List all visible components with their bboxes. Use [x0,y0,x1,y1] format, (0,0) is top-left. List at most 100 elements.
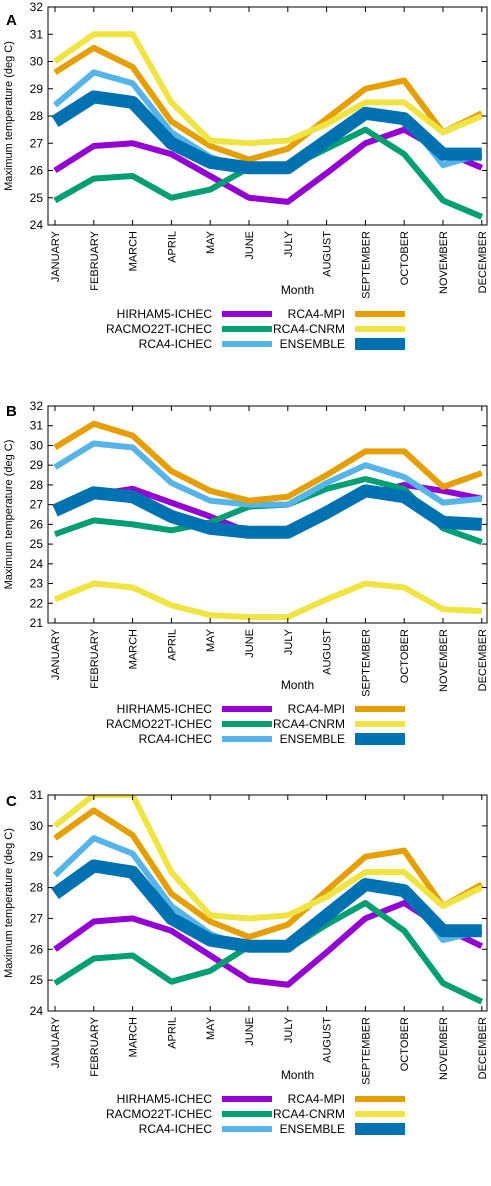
y-axis-label: Maximum temperature (deg C) [3,828,15,978]
x-tick-label: SEPTEMBER [360,231,372,299]
series-line-rca4-mpi [53,44,484,163]
x-axis-label: Month [281,1068,314,1082]
y-tick-label: 27 [30,136,44,150]
x-tick-label: FEBRUARY [89,1016,101,1076]
y-tick-label: 29 [30,850,44,864]
x-tick-label: JUNE [244,1017,256,1046]
y-tick-label: 28 [30,109,44,123]
y-tick-label: 29 [30,82,44,96]
legend-label: RACMO22T-ICHEC [106,717,212,731]
x-tick-label: MARCH [128,1017,140,1057]
x-tick-label: JULY [283,230,295,257]
x-tick-label: JULY [283,1016,295,1043]
y-tick-label: 31 [30,419,44,433]
y-tick-label: 32 [30,399,44,413]
panel-letter: A [6,12,17,29]
y-tick-label: 27 [30,498,44,512]
y-tick-label: 25 [30,537,44,551]
series-line-rca4-mpi [53,420,483,504]
x-tick-label: JUNE [244,629,256,658]
x-axis-label: Month [281,283,314,297]
legend-label: RACMO22T-ICHEC [106,322,212,336]
y-tick-label: 22 [30,596,44,610]
x-tick-label: OCTOBER [399,1017,411,1071]
legend-label: RCA4-ICHEC [139,732,213,746]
x-tick-label: DECEMBER [477,1017,489,1079]
x-tick-label: OCTOBER [399,231,411,285]
legend-label: HIRHAM5-ICHEC [117,1092,213,1106]
series-line-ensemble [52,484,483,539]
x-tick-label: FEBRUARY [89,230,101,290]
y-tick-label: 24 [30,1004,44,1018]
x-tick-label: APRIL [166,629,178,661]
series-line-rca4-cnrm [53,580,482,621]
x-tick-label: APRIL [166,231,178,263]
legend-label: RCA4-ICHEC [139,1122,213,1136]
x-tick-label: NOVEMBER [438,1017,450,1080]
y-tick-label: 25 [30,191,44,205]
plot-frame [47,405,488,624]
x-tick-label: MAY [205,628,217,652]
x-tick-label: DECEMBER [477,629,489,691]
x-tick-label: DECEMBER [477,231,489,293]
plot-frame [47,794,488,1012]
legend-label: RCA4-MPI [288,702,345,716]
y-tick-label: 28 [30,881,44,895]
legend-label: RCA4-ICHEC [139,337,213,351]
legend-label: ENSEMBLE [280,1122,345,1136]
x-tick-label: FEBRUARY [89,628,101,688]
x-tick-label: JANUARY [50,1016,62,1068]
y-tick-label: 23 [30,577,44,591]
chart-panel-b: B 21 22 23 24 25 26 27 28 29 30 31 32 JANUARY FEBRUARY… [3,399,489,746]
legend-label: RCA4-MPI [288,1092,345,1106]
x-tick-label: JULY [283,628,295,655]
legend-label: HIRHAM5-ICHEC [117,702,213,716]
legend-label: RCA4-CNRM [273,717,345,731]
y-tick-label: 24 [30,557,44,571]
y-tick-label: 31 [30,788,44,802]
legend-label: RCA4-CNRM [273,322,345,336]
x-tick-label: MARCH [128,629,140,669]
panel-letter: B [6,403,17,420]
x-tick-label: NOVEMBER [438,231,450,294]
panel-letter: C [6,793,17,810]
series-lines [51,795,484,1005]
x-tick-label: AUGUST [322,629,334,675]
chart-panel-a: A 24 25 26 27 28 29 30 31 32 JANUARY FEBRUARY MARCH A… [3,0,489,351]
x-tick-label: MARCH [128,231,140,271]
x-tick-label: SEPTEMBER [360,1017,372,1085]
legend-label: RCA4-MPI [288,307,345,321]
x-tick-label: MAY [205,230,217,254]
series-line-hirham5-ichec [53,900,484,988]
series-lines [51,31,484,220]
y-tick-label: 32 [30,0,44,14]
legend-label: ENSEMBLE [280,337,345,351]
x-tick-label: JANUARY [50,628,62,680]
x-tick-label: MAY [205,1016,217,1040]
series-line-rca4-ichec [53,440,483,508]
x-tick-label: NOVEMBER [438,629,450,692]
x-tick-label: APRIL [166,1017,178,1049]
y-tick-label: 28 [30,478,44,492]
legend-label: ENSEMBLE [280,732,345,746]
legend-label: RACMO22T-ICHEC [106,1107,212,1121]
y-tick-label: 24 [30,218,44,232]
y-tick-label: 26 [30,942,44,956]
y-tick-label: 26 [30,517,44,531]
series-line-ensemble [51,859,482,953]
y-tick-label: 30 [30,55,44,69]
y-tick-label: 21 [30,616,44,630]
x-tick-label: OCTOBER [399,629,411,683]
x-tick-label: AUGUST [322,1017,334,1063]
series-lines [52,420,483,621]
y-tick-label: 30 [30,819,44,833]
x-axis-label: Month [281,678,314,692]
x-tick-label: JUNE [244,231,256,260]
series-line-rca4-cnrm [53,795,484,922]
y-axis-label: Maximum temperature (deg C) [3,440,15,590]
y-tick-label: 29 [30,458,44,472]
series-line-rca4-mpi [53,807,484,940]
